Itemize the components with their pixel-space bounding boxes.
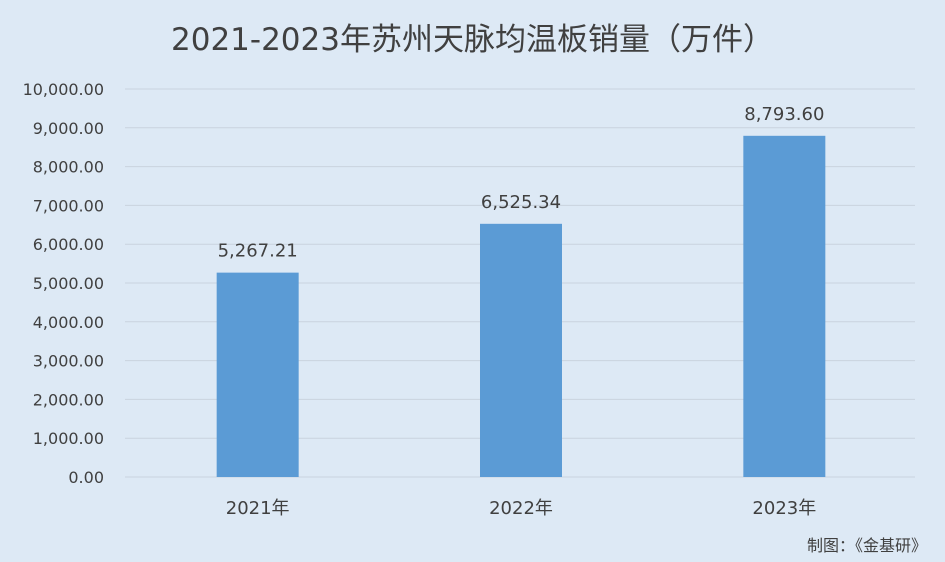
x-tick-label: 2021年 <box>226 498 290 519</box>
y-tick-label: 2,000.00 <box>33 390 104 409</box>
bar <box>480 223 562 477</box>
y-tick-label: 7,000.00 <box>33 196 104 215</box>
chart-credit: 制图：《金基研》 <box>806 536 927 555</box>
bar <box>216 272 299 477</box>
y-tick-label: 10,000.00 <box>23 80 104 99</box>
data-label: 6,525.34 <box>481 192 561 213</box>
y-tick-label: 5,000.00 <box>33 274 104 293</box>
bar <box>743 135 826 477</box>
y-tick-label: 6,000.00 <box>33 235 104 254</box>
x-tick-label: 2023年 <box>752 498 816 519</box>
y-tick-label: 3,000.00 <box>33 352 104 371</box>
data-label: 8,793.60 <box>744 104 824 125</box>
y-tick-label: 1,000.00 <box>33 429 104 448</box>
y-tick-label: 8,000.00 <box>33 158 104 177</box>
x-tick-label: 2022年 <box>489 498 553 519</box>
chart-title: 2021-2023年苏州天脉均温板销量（万件） <box>171 22 774 58</box>
data-label: 5,267.21 <box>218 241 298 262</box>
y-tick-label: 4,000.00 <box>33 313 104 332</box>
y-tick-label: 9,000.00 <box>33 119 104 138</box>
y-tick-label: 0.00 <box>68 468 104 487</box>
